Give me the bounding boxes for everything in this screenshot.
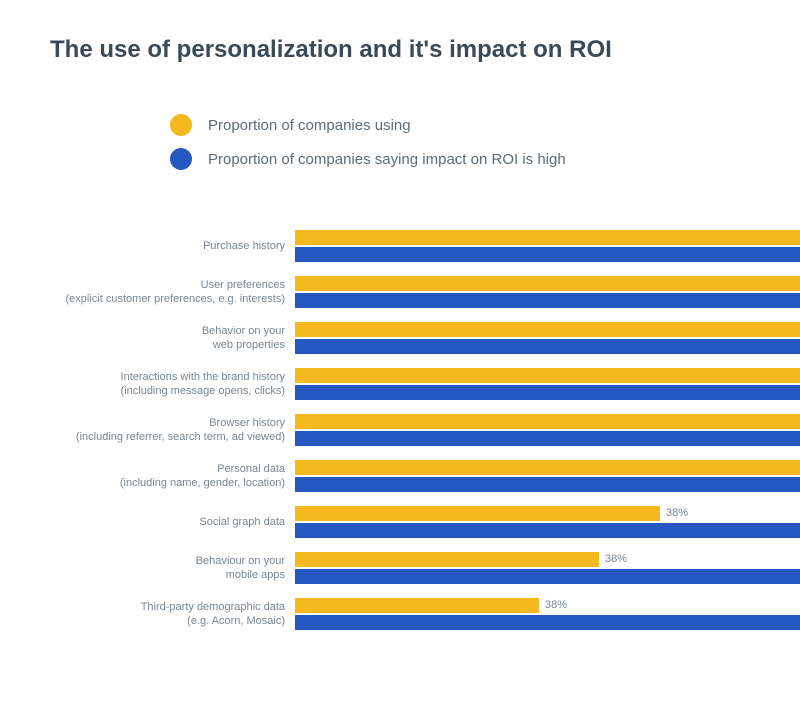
chart-row: Social graph data 38%38% (50, 506, 750, 538)
category-label-sub: (including referrer, search term, ad vie… (50, 430, 285, 444)
bar-series-b (295, 431, 800, 446)
bar-series-a (295, 460, 800, 475)
category-label-sub: (explicit customer preferences, e.g. int… (50, 292, 285, 306)
bar-series-b (295, 385, 800, 400)
chart-row: Behaviour on yourmobile apps38%38% (50, 552, 750, 584)
bar-group: 38%38% (295, 506, 750, 538)
chart-page: The use of personalization and it's impa… (0, 0, 800, 717)
category-label: Third-party demographic data(e.g. Acorn,… (50, 600, 295, 629)
legend-swatch-a (170, 114, 192, 136)
category-label: Interactions with the brand history(incl… (50, 370, 295, 399)
category-label: Social graph data (50, 515, 295, 529)
bar-series-b (295, 339, 800, 354)
chart-row: Behavior on yourweb properties38%74% (50, 322, 750, 354)
category-label-main: Browser history (50, 416, 285, 430)
bar-series-a (295, 414, 800, 429)
bar-series-a (295, 598, 539, 613)
chart-row: Browser history(including referrer, sear… (50, 414, 750, 446)
category-label-sub: (e.g. Acorn, Mosaic) (50, 614, 285, 628)
bar-series-a (295, 322, 800, 337)
category-label-main: Third-party demographic data (50, 600, 285, 614)
bar-group: 38%38% (295, 598, 750, 630)
legend-label-b: Proportion of companies saying impact on… (208, 151, 566, 168)
bar-group: 38%74% (295, 368, 750, 400)
page-title: The use of personalization and it's impa… (50, 36, 750, 64)
bar-chart: Purchase history38%74%User preferences(e… (50, 230, 750, 630)
category-label: Personal data(including name, gender, lo… (50, 462, 295, 491)
category-label: Behavior on yourweb properties (50, 324, 295, 353)
value-label-a: 38% (660, 506, 688, 521)
category-label-sub: (including name, gender, location) (50, 476, 285, 490)
category-label-main: Behavior on your (50, 324, 285, 338)
bar-series-a (295, 276, 800, 291)
category-label-main: Behaviour on your (50, 554, 285, 568)
category-label-main: Interactions with the brand history (50, 370, 285, 384)
bar-series-b (295, 615, 800, 630)
bar-series-b (295, 293, 800, 308)
bar-group: 38%38% (295, 460, 750, 492)
value-label-a: 38% (539, 598, 567, 613)
bar-series-b (295, 247, 800, 262)
category-label-main: Social graph data (50, 515, 285, 529)
bar-series-b (295, 523, 800, 538)
legend-item-a: Proportion of companies using (170, 114, 750, 136)
chart-row: Personal data(including name, gender, lo… (50, 460, 750, 492)
chart-row: Purchase history 38%74% (50, 230, 750, 262)
category-label: User preferences(explicit customer prefe… (50, 278, 295, 307)
category-label-sub: web properties (50, 338, 285, 352)
legend-swatch-b (170, 148, 192, 170)
category-label-sub: mobile apps (50, 568, 285, 582)
bar-group: 38%74% (295, 414, 750, 446)
bar-group: 38%38% (295, 552, 750, 584)
chart-row: Third-party demographic data(e.g. Acorn,… (50, 598, 750, 630)
chart-row: User preferences(explicit customer prefe… (50, 276, 750, 308)
chart-row: Interactions with the brand history(incl… (50, 368, 750, 400)
bar-group: 38%74% (295, 230, 750, 262)
category-label-main: Personal data (50, 462, 285, 476)
category-label-main: Purchase history (50, 239, 285, 253)
legend-label-a: Proportion of companies using (208, 117, 411, 134)
category-label: Purchase history (50, 239, 295, 253)
bar-series-b (295, 569, 800, 584)
bar-series-a (295, 230, 800, 245)
bar-series-a (295, 552, 599, 567)
legend: Proportion of companies using Proportion… (170, 114, 750, 170)
category-label: Browser history(including referrer, sear… (50, 416, 295, 445)
category-label: Behaviour on yourmobile apps (50, 554, 295, 583)
bar-group: 38%74% (295, 322, 750, 354)
bar-group: 38%74% (295, 276, 750, 308)
category-label-main: User preferences (50, 278, 285, 292)
bar-series-a (295, 368, 800, 383)
bar-series-a (295, 506, 660, 521)
bar-series-b (295, 477, 800, 492)
value-label-a: 38% (599, 552, 627, 567)
legend-item-b: Proportion of companies saying impact on… (170, 148, 750, 170)
category-label-sub: (including message opens, clicks) (50, 384, 285, 398)
